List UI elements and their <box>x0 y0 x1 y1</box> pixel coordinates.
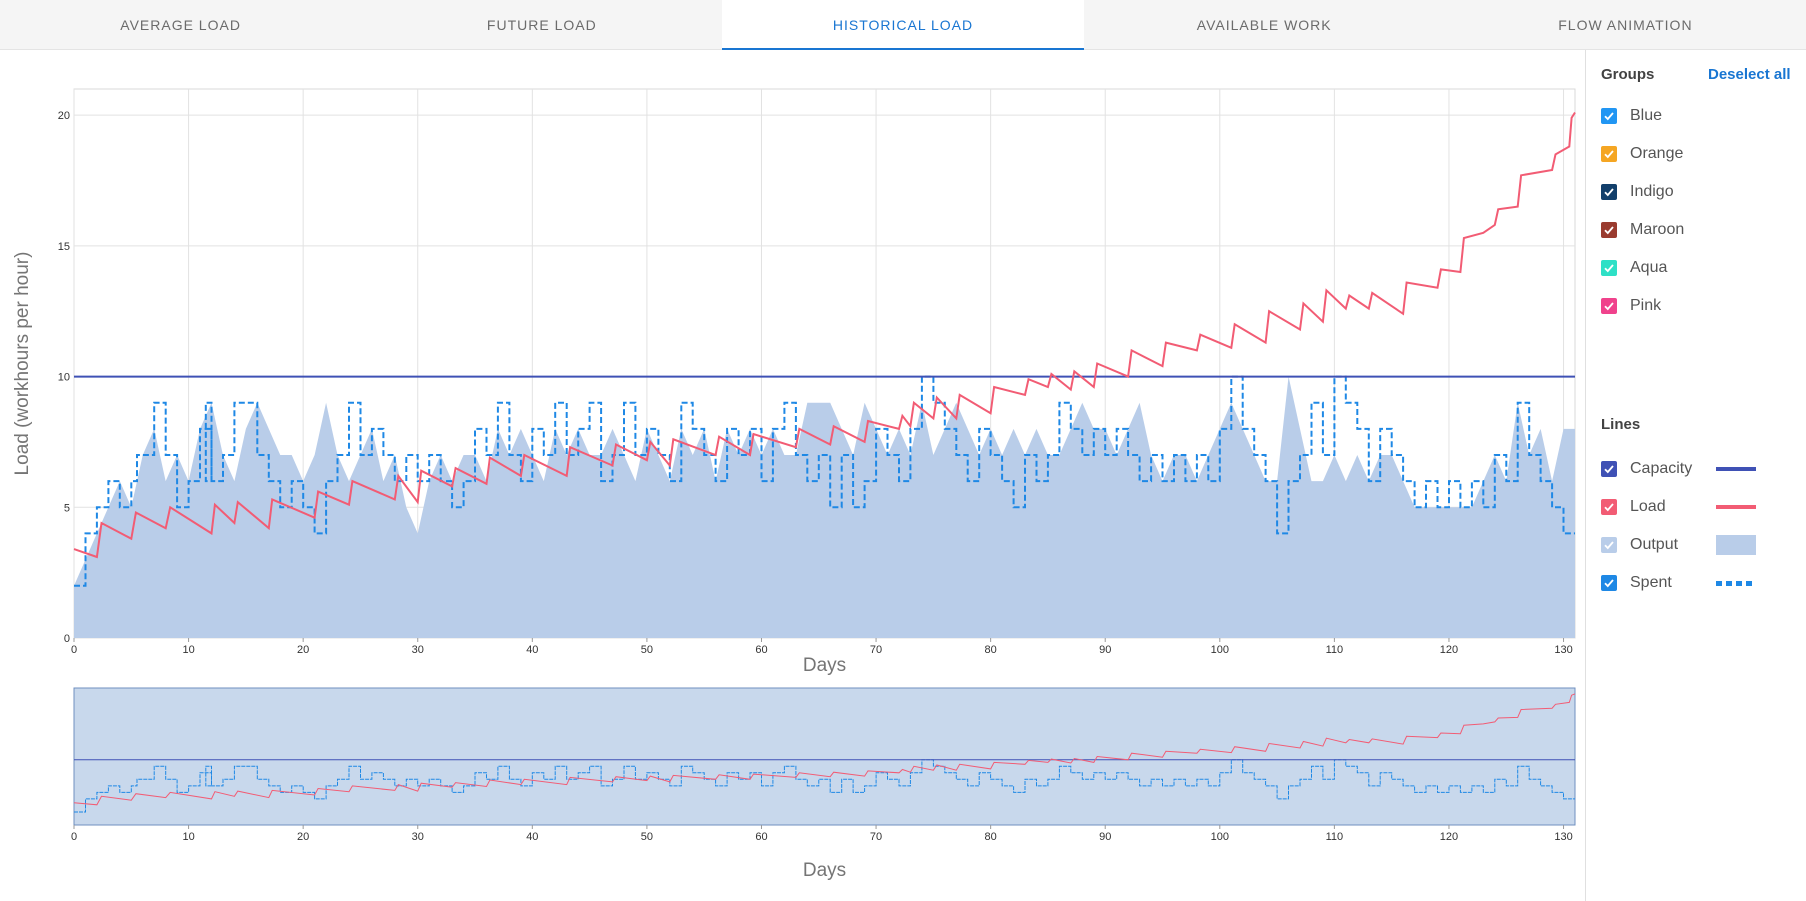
x-tick-label: 20 <box>297 831 309 843</box>
group-label: Orange <box>1630 145 1684 162</box>
y-tick-label: 5 <box>64 502 70 514</box>
line-label: Spent <box>1630 574 1672 591</box>
checkbox[interactable] <box>1601 108 1617 124</box>
group-maroon[interactable]: Maroon <box>1601 218 1684 242</box>
x-axis-label: Days <box>803 860 846 881</box>
group-label: Pink <box>1630 297 1662 314</box>
tab-available-work[interactable]: AVAILABLE WORK <box>1083 0 1445 49</box>
x-tick-label: 10 <box>182 644 194 656</box>
navigator-chart[interactable]: 0 10 20 30 40 50 60 70 80 90 100 110 120 130 Days <box>0 680 1585 901</box>
group-label: Maroon <box>1630 221 1685 238</box>
series-load-line <box>73 693 1576 806</box>
x-tick-label: 120 <box>1440 644 1458 656</box>
checkbox[interactable] <box>1601 184 1617 200</box>
tab-average-load[interactable]: AVERAGE LOAD <box>0 0 362 49</box>
x-tick-label: 30 <box>412 644 424 656</box>
x-tick-label: 10 <box>182 831 194 843</box>
checkbox[interactable] <box>1601 575 1617 591</box>
navigator-background[interactable] <box>73 687 1576 826</box>
checkbox[interactable] <box>1601 260 1617 276</box>
y-tick-label: 20 <box>58 110 70 122</box>
x-tick-label: 100 <box>1211 644 1229 656</box>
line-spent[interactable]: Spent <box>1601 571 1761 595</box>
x-tick-label: 110 <box>1326 831 1344 843</box>
x-tick-label: 60 <box>755 831 767 843</box>
x-tick-label: 0 <box>71 831 77 843</box>
line-swatch-capacity <box>1716 467 1756 471</box>
x-tick-label: 0 <box>71 644 77 656</box>
checkbox[interactable] <box>1601 537 1617 553</box>
series-spent-line <box>74 375 1575 587</box>
x-tick-label: 80 <box>985 644 997 656</box>
line-swatch-output <box>1716 535 1756 555</box>
checkbox[interactable] <box>1601 222 1617 238</box>
deselect-all-button[interactable]: Deselect all <box>1708 66 1791 83</box>
y-tick-label: 0 <box>64 633 70 645</box>
line-output[interactable]: Output <box>1601 533 1761 557</box>
checkbox[interactable] <box>1601 499 1617 515</box>
group-pink[interactable]: Pink <box>1601 294 1661 318</box>
x-tick-label: 90 <box>1099 644 1111 656</box>
checkbox[interactable] <box>1601 146 1617 162</box>
y-tick-label: 10 <box>58 372 70 384</box>
series-output-area <box>74 376 1575 638</box>
tab-future-load[interactable]: FUTURE LOAD <box>361 0 723 49</box>
tab-flow-animation[interactable]: FLOW ANIMATION <box>1444 0 1806 49</box>
y-tick-label: 15 <box>58 241 70 253</box>
x-tick-label: 100 <box>1211 831 1229 843</box>
x-tick-label: 130 <box>1554 831 1572 843</box>
x-tick-label: 60 <box>755 644 767 656</box>
x-tick-label: 40 <box>526 831 538 843</box>
x-tick-label: 120 <box>1440 831 1458 843</box>
line-label: Capacity <box>1630 460 1693 477</box>
x-tick-label: 90 <box>1099 831 1111 843</box>
group-label: Blue <box>1630 107 1663 124</box>
x-axis-label: Days <box>803 655 846 676</box>
groups-title: Groups <box>1601 66 1655 83</box>
group-label: Aqua <box>1630 259 1668 276</box>
tab-bar: AVERAGE LOAD FUTURE LOAD HISTORICAL LOAD AV… <box>0 0 1806 50</box>
x-tick-label: 80 <box>985 831 997 843</box>
line-label: Output <box>1630 536 1679 553</box>
group-orange[interactable]: Orange <box>1601 142 1683 166</box>
line-label: Load <box>1630 498 1666 515</box>
line-swatch-load <box>1716 505 1756 509</box>
group-label: Indigo <box>1630 183 1674 200</box>
filter-panel: Groups Deselect all Blue Orange Indigo Maro… <box>1585 50 1806 901</box>
line-capacity[interactable]: Capacity <box>1601 457 1761 481</box>
x-tick-label: 30 <box>412 831 424 843</box>
x-tick-label: 130 <box>1554 644 1572 656</box>
lines-title: Lines <box>1601 416 1641 433</box>
line-swatch-spent <box>1716 581 1756 586</box>
x-tick-label: 50 <box>641 644 653 656</box>
x-tick-label: 40 <box>526 644 538 656</box>
group-indigo[interactable]: Indigo <box>1601 180 1674 204</box>
tab-historical-load[interactable]: HISTORICAL LOAD <box>722 0 1084 50</box>
checkbox[interactable] <box>1601 461 1617 477</box>
line-load[interactable]: Load <box>1601 495 1761 519</box>
series-load-line <box>73 111 1576 559</box>
group-blue[interactable]: Blue <box>1601 104 1662 128</box>
x-tick-label: 20 <box>297 644 309 656</box>
x-tick-label: 110 <box>1326 644 1344 656</box>
y-axis-label: Load (workhours per hour) <box>12 252 33 476</box>
x-tick-label: 50 <box>641 831 653 843</box>
x-tick-label: 70 <box>870 644 882 656</box>
main-chart: 0 10 20 30 40 50 60 70 80 90 100 110 120 130 0 5 10 15 20 D… <box>12 88 1576 676</box>
checkbox[interactable] <box>1601 298 1617 314</box>
x-tick-label: 70 <box>870 831 882 843</box>
series-spent-line <box>74 759 1575 813</box>
group-aqua[interactable]: Aqua <box>1601 256 1667 280</box>
